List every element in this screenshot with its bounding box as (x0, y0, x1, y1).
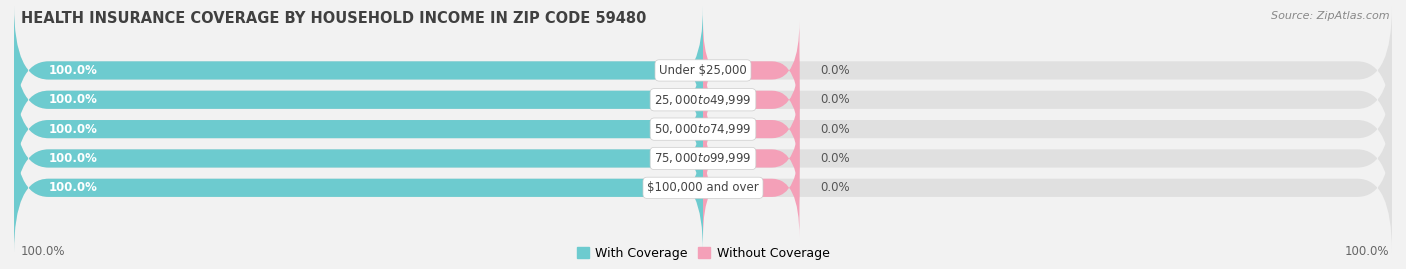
Text: $25,000 to $49,999: $25,000 to $49,999 (654, 93, 752, 107)
FancyBboxPatch shape (703, 138, 800, 238)
Text: 100.0%: 100.0% (48, 123, 97, 136)
FancyBboxPatch shape (14, 94, 1392, 223)
FancyBboxPatch shape (14, 123, 1392, 252)
Legend: With Coverage, Without Coverage: With Coverage, Without Coverage (572, 242, 834, 265)
Text: $50,000 to $74,999: $50,000 to $74,999 (654, 122, 752, 136)
Text: 100.0%: 100.0% (21, 245, 66, 258)
FancyBboxPatch shape (14, 36, 703, 164)
FancyBboxPatch shape (703, 21, 800, 120)
Text: $100,000 and over: $100,000 and over (647, 181, 759, 194)
Text: 0.0%: 0.0% (820, 123, 849, 136)
FancyBboxPatch shape (14, 123, 703, 252)
Text: 100.0%: 100.0% (48, 152, 97, 165)
Text: 100.0%: 100.0% (48, 93, 97, 106)
FancyBboxPatch shape (14, 65, 703, 193)
FancyBboxPatch shape (14, 65, 1392, 193)
FancyBboxPatch shape (703, 109, 800, 208)
Text: 100.0%: 100.0% (48, 64, 97, 77)
FancyBboxPatch shape (14, 94, 703, 223)
Text: $75,000 to $99,999: $75,000 to $99,999 (654, 151, 752, 165)
FancyBboxPatch shape (14, 36, 1392, 164)
Text: 0.0%: 0.0% (820, 93, 849, 106)
FancyBboxPatch shape (703, 80, 800, 179)
Text: HEALTH INSURANCE COVERAGE BY HOUSEHOLD INCOME IN ZIP CODE 59480: HEALTH INSURANCE COVERAGE BY HOUSEHOLD I… (21, 11, 647, 26)
Text: 0.0%: 0.0% (820, 152, 849, 165)
Text: 100.0%: 100.0% (48, 181, 97, 194)
Text: 100.0%: 100.0% (1344, 245, 1389, 258)
Text: 0.0%: 0.0% (820, 181, 849, 194)
FancyBboxPatch shape (14, 6, 1392, 135)
Text: 0.0%: 0.0% (820, 64, 849, 77)
Text: Under $25,000: Under $25,000 (659, 64, 747, 77)
FancyBboxPatch shape (14, 6, 703, 135)
Text: Source: ZipAtlas.com: Source: ZipAtlas.com (1271, 11, 1389, 21)
FancyBboxPatch shape (703, 50, 800, 149)
